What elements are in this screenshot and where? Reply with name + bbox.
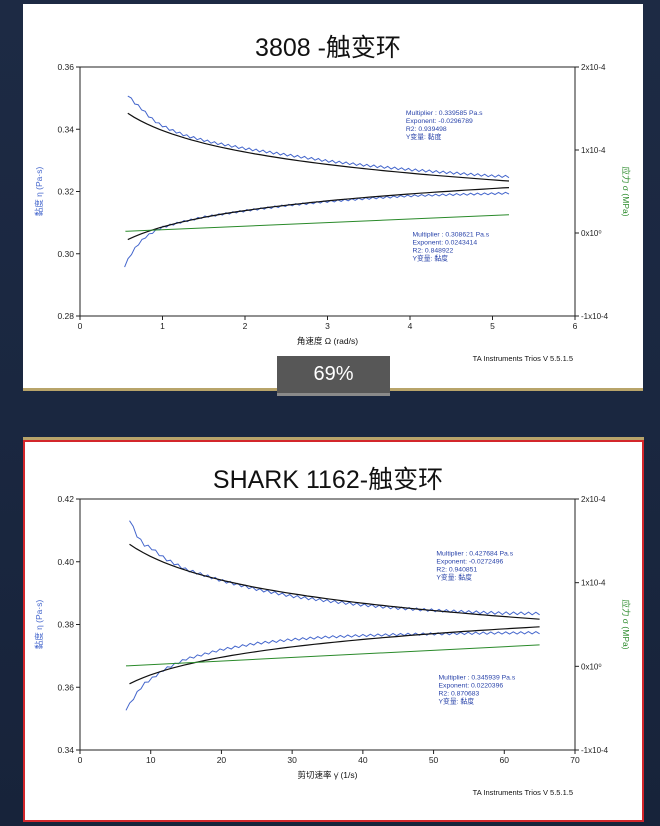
plot-frame <box>79 66 576 317</box>
fit-annotation: Y变量: 黏度 <box>439 696 475 705</box>
x-tick-label: 20 <box>217 755 227 765</box>
series-line-green <box>125 214 510 232</box>
fit-annotation: Exponent: -0.0296789 <box>406 118 473 125</box>
x-tick-label: 6 <box>573 321 578 331</box>
y-tick-label: 0.36 <box>57 62 74 72</box>
x-tick-label: 1 <box>160 321 165 331</box>
chart-shark-1162: SHARK 1162-触变环 0 10 20 30 40 50 60 70 0.34 0.36 0.… <box>34 466 631 797</box>
fit-annotation: Exponent: 0.0243414 <box>412 240 477 247</box>
y-tick-label: 0.34 <box>57 124 74 134</box>
panel-divider <box>23 437 644 440</box>
chart-panel-shark-1162: SHARK 1162-触变环 0 10 20 30 40 50 60 70 0.34 0.36 0.… <box>23 440 644 822</box>
x-tick-label: 0 <box>78 321 83 331</box>
plot-frame <box>79 498 576 751</box>
y-tick-label: 0.32 <box>57 187 74 197</box>
x-tick-label: 0 <box>78 755 83 765</box>
fit-annotation: Multiplier : 0.339585 Pa.s <box>406 110 483 117</box>
y-tick-label: 0.28 <box>57 311 74 321</box>
series-line-green <box>125 644 540 667</box>
x-tick-label: 2 <box>243 321 248 331</box>
fit-annotation: Y变量: 黏度 <box>436 572 472 581</box>
fit-annotation: Y变量: 黏度 <box>406 132 442 141</box>
x-tick-label: 30 <box>287 755 297 765</box>
x-tick-label: 50 <box>429 755 439 765</box>
series-line-blue <box>127 95 510 179</box>
chart-panel-3808: 3808 -触变环 0 1 2 3 4 5 6 0.28 0.30 0.32 0.34 0.36 -1x… <box>23 4 643 388</box>
chart-3808: 3808 -触变环 0 1 2 3 4 5 6 0.28 0.30 0.32 0.34 0.36 -1x… <box>34 34 631 363</box>
x-tick-label: 3 <box>325 321 330 331</box>
y2-tick-label: 0x10⁰ <box>581 662 602 671</box>
series-line-black <box>127 112 510 182</box>
fit-annotation: Multiplier : 0.345939 Pa.s <box>439 674 516 681</box>
y2-tick-label: 1x10-4 <box>581 146 606 155</box>
series-line-black <box>127 187 510 241</box>
fit-annotation: Multiplier : 0.427684 Pa.s <box>436 550 513 557</box>
fit-annotation: R2: 0.870683 <box>439 690 480 697</box>
x-axis-label: 角速度 Ω (rad/s) <box>297 336 358 346</box>
series-line-blue <box>124 191 510 268</box>
y-tick-label: 0.34 <box>57 745 74 755</box>
fit-annotation: Multiplier : 0.308621 Pa.s <box>412 232 489 239</box>
y2-tick-label: 2x10-4 <box>581 495 606 504</box>
y-tick-label: 0.30 <box>57 249 74 259</box>
x-axis-label: 剪切速率 γ̇ (1/s) <box>298 770 358 780</box>
y-tick-label: 0.38 <box>57 620 74 630</box>
zoom-level-badge: 69% <box>277 356 390 396</box>
x-tick-label: 70 <box>570 755 580 765</box>
chart-title: 3808 -触变环 <box>255 34 401 62</box>
y2-axis-label: 应力 σ (MPa) <box>621 599 631 649</box>
fit-annotation: R2: 0.940851 <box>436 566 477 573</box>
y2-tick-label: 2x10-4 <box>581 63 606 72</box>
x-tick-label: 4 <box>408 321 413 331</box>
y2-axis-label: 应力 σ (MPa) <box>621 166 631 216</box>
y-tick-label: 0.40 <box>57 557 74 567</box>
y2-tick-label: 0x10⁰ <box>581 229 602 238</box>
series-line-black <box>129 543 540 620</box>
y-tick-label: 0.42 <box>57 494 74 504</box>
x-tick-label: 60 <box>500 755 510 765</box>
fit-annotation: Exponent: 0.0220396 <box>439 682 504 689</box>
x-tick-label: 5 <box>490 321 495 331</box>
y2-tick-label: 1x10-4 <box>581 579 606 588</box>
fit-annotation: R2: 0.848922 <box>412 248 453 255</box>
footer-credit: TA Instruments Trios V 5.5.1.5 <box>473 788 573 797</box>
y2-tick-label: -1x10-4 <box>581 312 609 321</box>
x-tick-label: 10 <box>146 755 156 765</box>
series-line-blue <box>129 520 540 616</box>
x-tick-label: 40 <box>358 755 368 765</box>
series-line-blue <box>125 631 540 711</box>
y2-tick-label: -1x10-4 <box>581 746 609 755</box>
fit-annotation: Exponent: -0.0272496 <box>436 558 503 565</box>
chart-title: SHARK 1162-触变环 <box>213 466 443 494</box>
y-axis-label: 黏度 η (Pa·s) <box>34 600 44 650</box>
fit-annotation: Y变量: 黏度 <box>412 254 448 263</box>
footer-credit: TA Instruments Trios V 5.5.1.5 <box>473 354 573 363</box>
fit-annotation: R2: 0.939498 <box>406 126 447 133</box>
y-tick-label: 0.36 <box>57 682 74 692</box>
y-axis-label: 黏度 η (Pa·s) <box>34 167 44 217</box>
